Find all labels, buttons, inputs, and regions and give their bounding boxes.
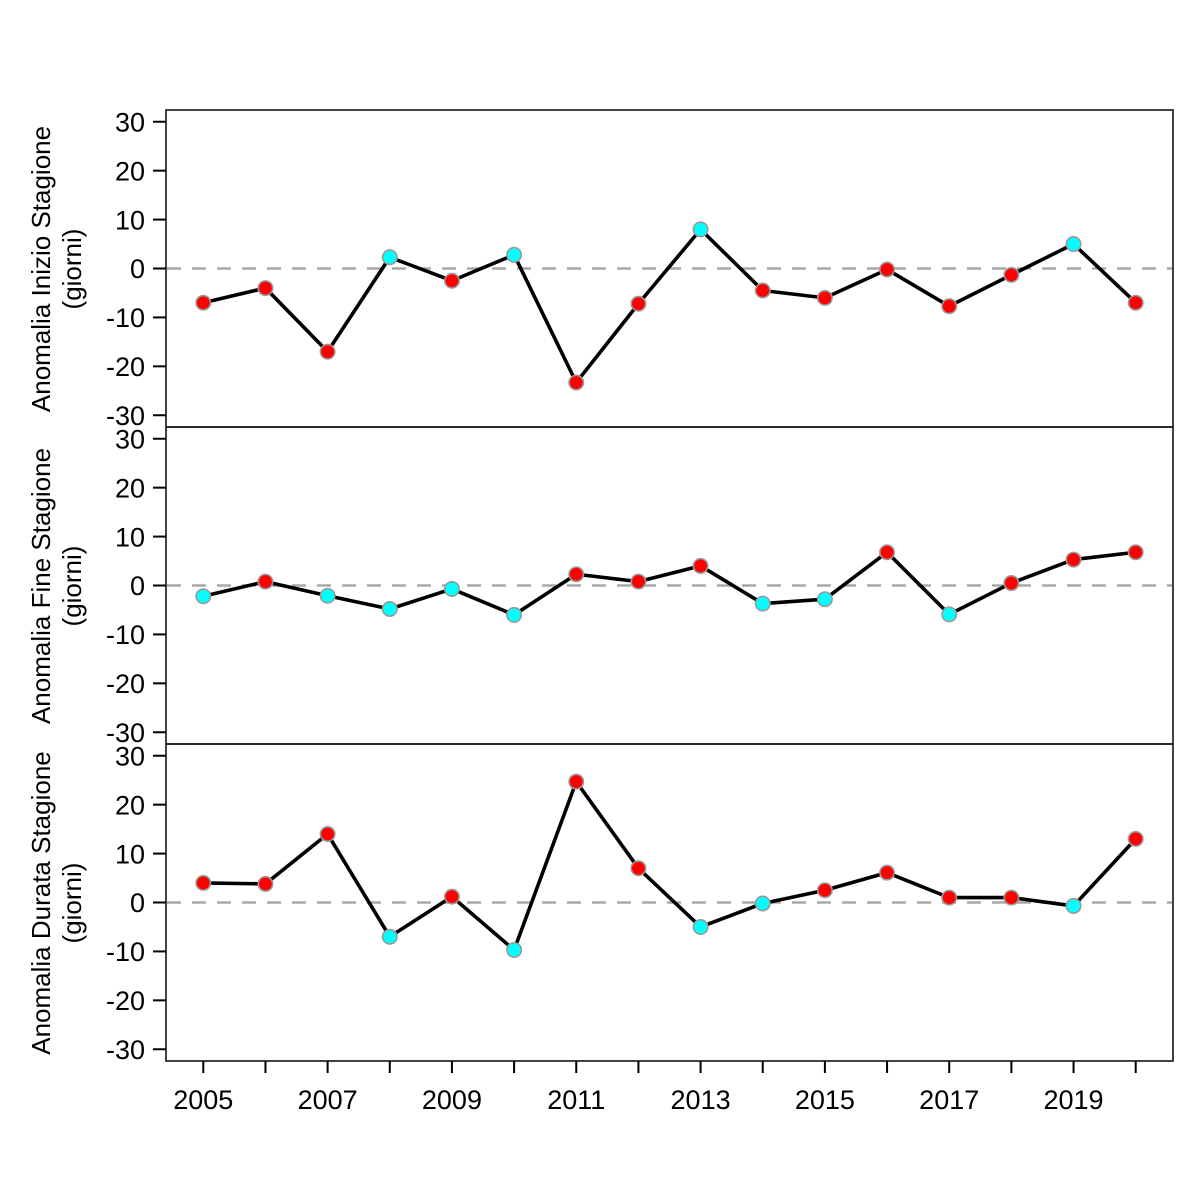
- data-point-2016: [879, 544, 896, 561]
- x-tick-label: 2013: [671, 1085, 731, 1115]
- y-axis-title-line2: (giorni): [57, 862, 87, 944]
- data-point-2005: [195, 588, 212, 605]
- data-point-2020: [1127, 544, 1144, 561]
- y-tick-label: 30: [115, 741, 145, 771]
- data-point-2006: [257, 875, 274, 892]
- x-tick-label: 2019: [1044, 1085, 1104, 1115]
- data-point-2010: [506, 606, 523, 623]
- data-point-2014: [754, 282, 771, 299]
- y-tick-label: -10: [106, 620, 145, 650]
- data-point-2013: [692, 557, 709, 574]
- data-point-2012: [630, 295, 647, 312]
- x-tick-label: 2009: [422, 1085, 482, 1115]
- data-point-2005: [195, 294, 212, 311]
- data-point-2020: [1127, 830, 1144, 847]
- y-tick-label: -30: [106, 1035, 145, 1065]
- data-point-2018: [1003, 266, 1020, 283]
- data-point-2018: [1003, 575, 1020, 592]
- x-tick-label: 2015: [795, 1085, 855, 1115]
- data-line: [201, 227, 1138, 385]
- data-point-2012: [630, 573, 647, 590]
- x-tick-label: 2007: [298, 1085, 358, 1115]
- y-tick-label: 30: [115, 107, 145, 137]
- data-point-2013: [692, 918, 709, 935]
- data-point-2016: [879, 261, 896, 278]
- data-point-2019: [1065, 897, 1082, 914]
- data-point-2012: [630, 860, 647, 877]
- data-point-2019: [1065, 551, 1082, 568]
- y-tick-label: -10: [106, 937, 145, 967]
- y-axis-title-line1: Anomalia Inizio Stagione: [26, 125, 56, 413]
- data-point-2013: [692, 221, 709, 238]
- y-axis-title-line1: Anomalia Fine Stagione: [26, 447, 56, 725]
- y-tick-label: 20: [115, 473, 145, 503]
- data-point-2010: [506, 941, 523, 958]
- data-point-2019: [1065, 236, 1082, 253]
- y-axis-title-inizio: Anomalia Inizio Stagione (giorni): [26, 126, 88, 412]
- y-tick-label: -20: [106, 986, 145, 1016]
- y-tick-label: 10: [115, 205, 145, 235]
- data-point-2011: [568, 773, 585, 790]
- data-point-2018: [1003, 889, 1020, 906]
- y-tick-label: 10: [115, 839, 145, 869]
- data-point-2005: [195, 874, 212, 891]
- data-point-2014: [754, 595, 771, 612]
- data-point-2015: [816, 289, 833, 306]
- x-tick-label: 2017: [919, 1085, 979, 1115]
- x-tick-label: 2005: [173, 1085, 233, 1115]
- data-point-2008: [381, 600, 398, 617]
- data-point-2006: [257, 573, 274, 590]
- y-axis-title-durata: Anomalia Durata Stagione (giorni): [26, 751, 88, 1055]
- y-tick-label: 0: [130, 254, 145, 284]
- y-axis-title-line1: Anomalia Durata Stagione: [26, 751, 56, 1055]
- y-tick-label: 30: [115, 424, 145, 454]
- data-point-2008: [381, 249, 398, 266]
- y-axis-title-fine: Anomalia Fine Stagione (giorni): [26, 448, 88, 724]
- data-point-2009: [443, 888, 460, 905]
- y-tick-label: 0: [130, 888, 145, 918]
- data-point-2020: [1127, 294, 1144, 311]
- y-tick-label: -20: [106, 352, 145, 382]
- data-point-2007: [319, 343, 336, 360]
- y-tick-label: 0: [130, 571, 145, 601]
- y-tick-label: -30: [106, 401, 145, 431]
- data-point-2015: [816, 882, 833, 899]
- data-point-2009: [443, 272, 460, 289]
- data-point-2011: [568, 374, 585, 391]
- data-point-2015: [816, 591, 833, 608]
- y-axis-title-line2: (giorni): [57, 545, 87, 627]
- data-point-2016: [879, 864, 896, 881]
- y-tick-label: 20: [115, 790, 145, 820]
- data-point-2007: [319, 826, 336, 843]
- x-tick-label: 2011: [547, 1085, 605, 1115]
- data-point-2008: [381, 928, 398, 945]
- data-point-2014: [754, 895, 771, 912]
- data-line: [201, 779, 1138, 952]
- y-tick-label: -10: [106, 303, 145, 333]
- data-point-2017: [941, 298, 958, 315]
- data-point-2009: [443, 580, 460, 597]
- y-axis-title-line2: (giorni): [57, 228, 87, 310]
- data-point-2011: [568, 566, 585, 583]
- y-tick-label: 20: [115, 156, 145, 186]
- data-point-2017: [941, 606, 958, 623]
- y-tick-label: -30: [106, 718, 145, 748]
- y-tick-label: -20: [106, 669, 145, 699]
- data-point-2017: [941, 889, 958, 906]
- data-line: [201, 550, 1138, 617]
- data-point-2006: [257, 280, 274, 297]
- y-tick-label: 10: [115, 522, 145, 552]
- data-point-2007: [319, 587, 336, 604]
- data-point-2010: [506, 246, 523, 263]
